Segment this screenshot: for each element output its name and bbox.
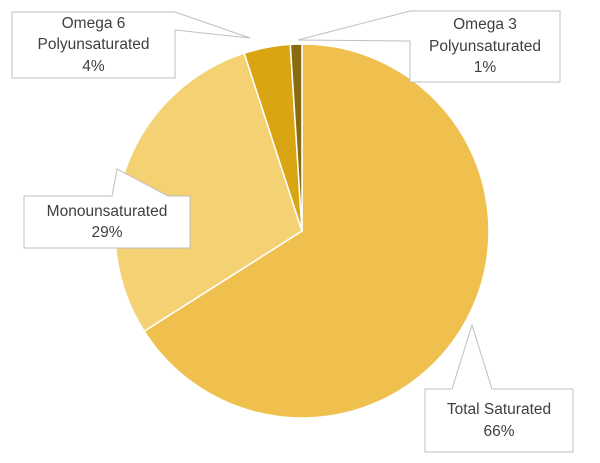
callout-shape-total-saturated: [424, 323, 574, 453]
pie-slice-omega3-polyunsaturated[interactable]: [289, 43, 303, 232]
callout-shape-omega3: [297, 10, 561, 83]
callout-shape-monounsaturated: [23, 168, 191, 249]
callout-shape-omega6: [11, 11, 251, 79]
pie-slice-monounsaturated[interactable]: [114, 52, 303, 332]
pie-slice-total-saturated[interactable]: [143, 43, 490, 419]
